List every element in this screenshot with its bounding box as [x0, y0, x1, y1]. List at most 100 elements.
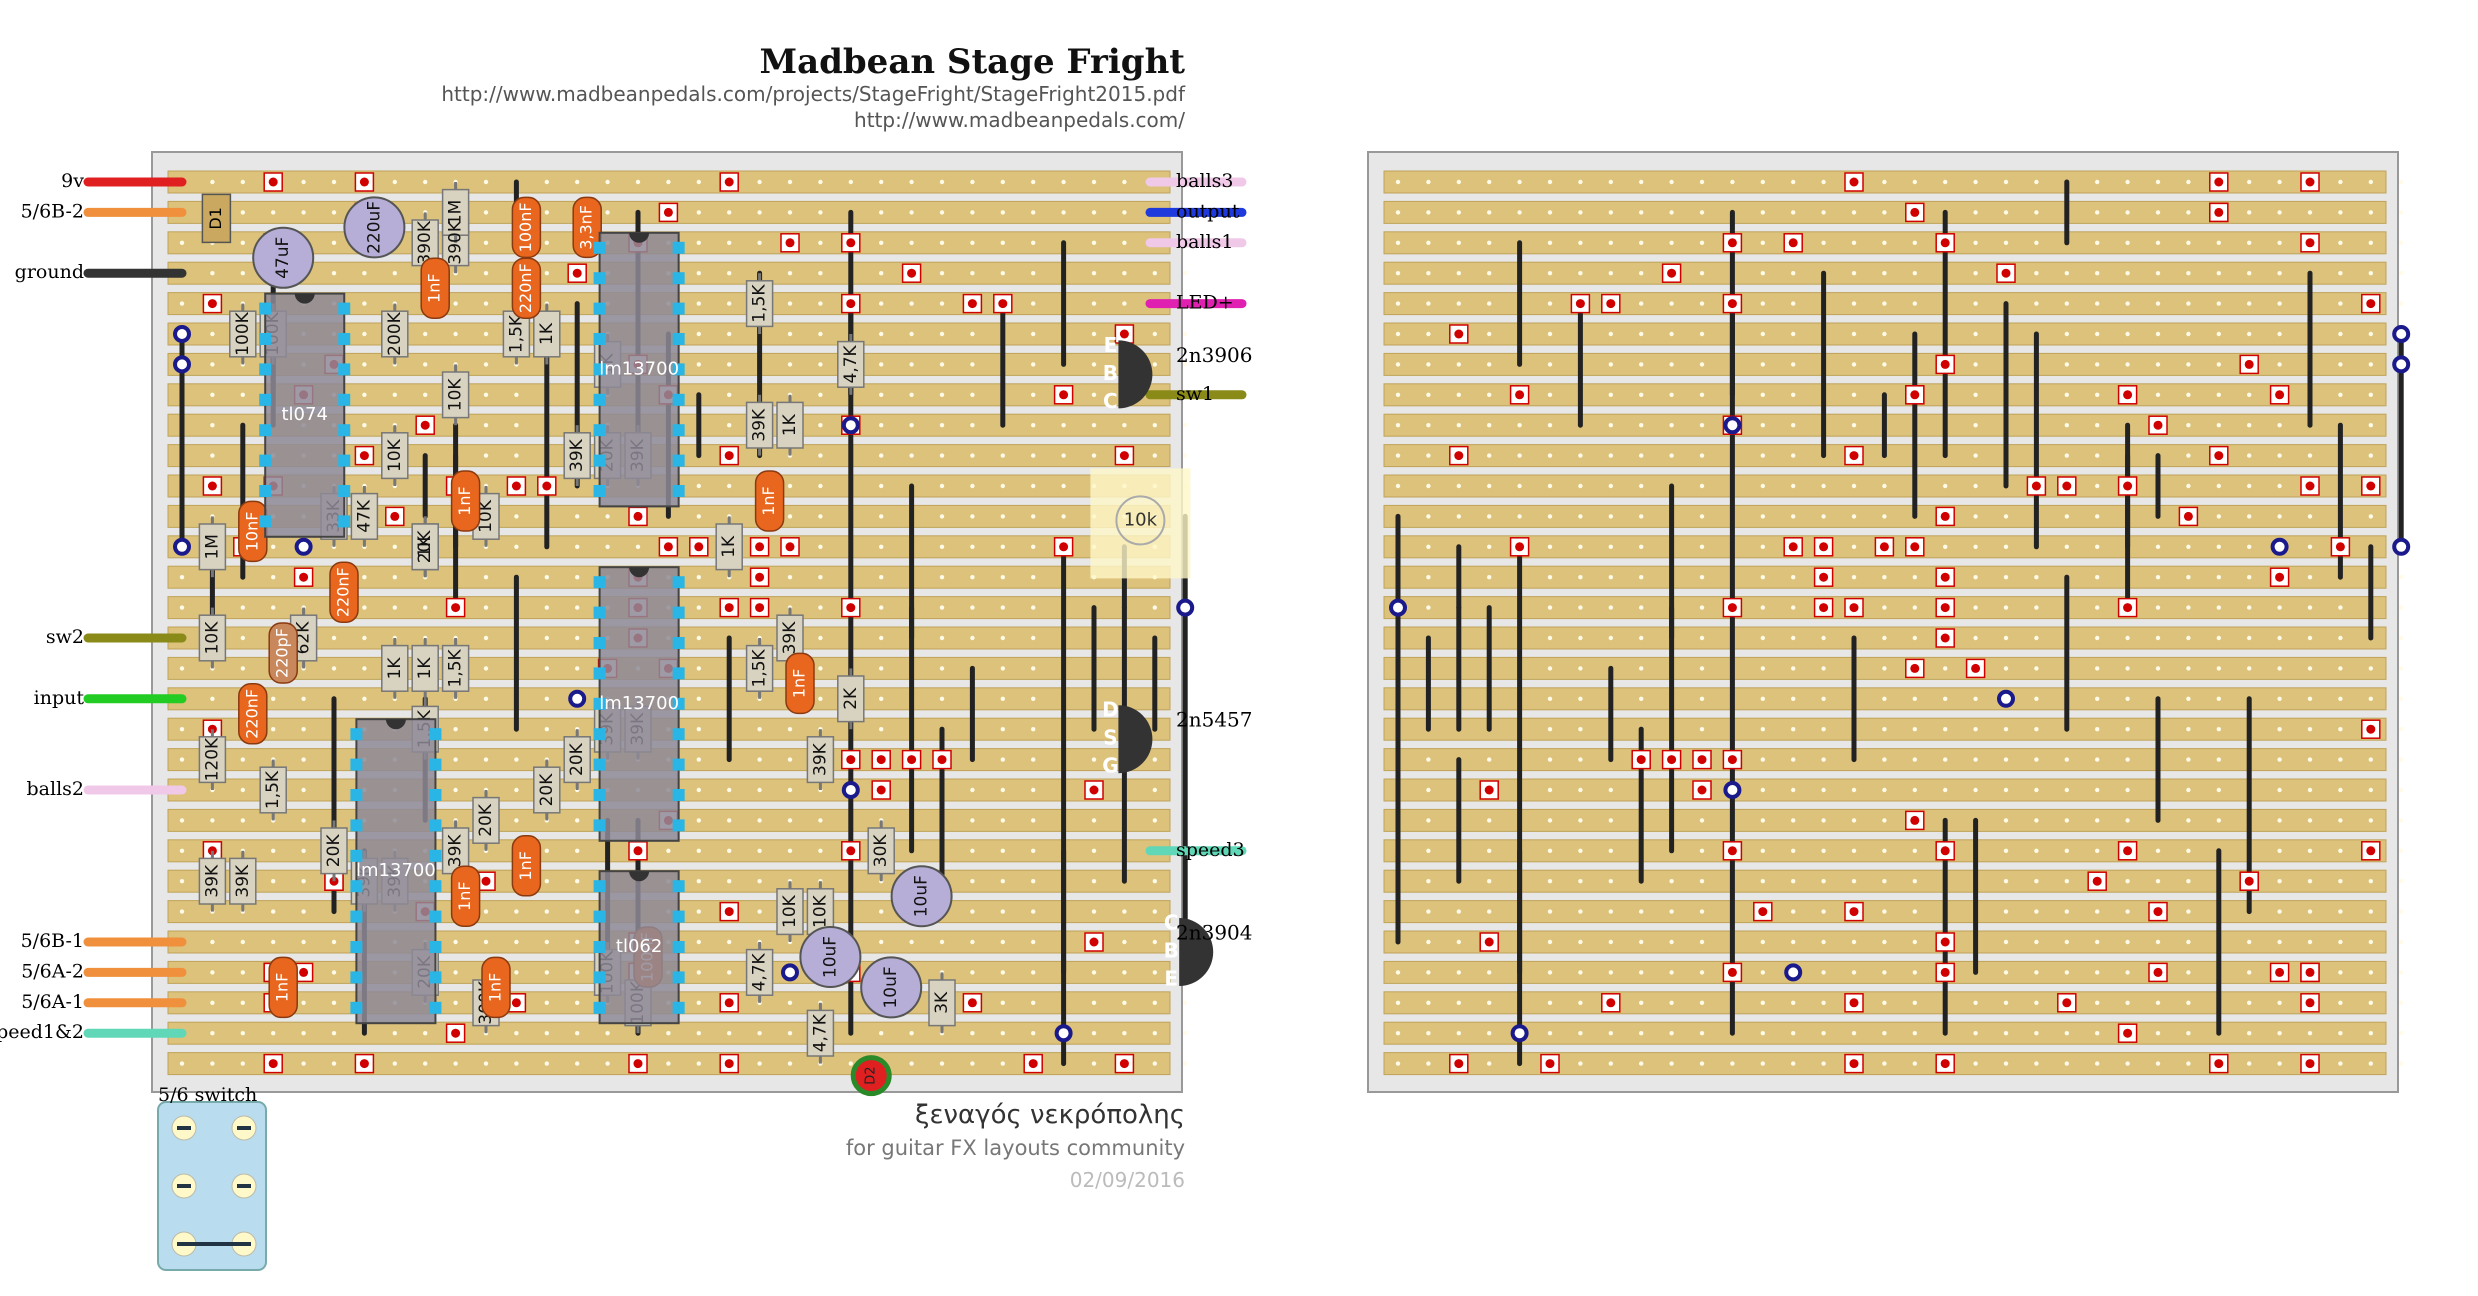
link-end: [1723, 416, 1742, 435]
strip-hole: [1791, 179, 1796, 185]
strip-hole: [575, 575, 580, 580]
strip-hole: [1791, 635, 1796, 641]
strip-hole: [1851, 1031, 1857, 1036]
strip-hole: [970, 939, 975, 945]
strip-hole: [2034, 1000, 2039, 1005]
strip-hole: [2216, 301, 2221, 306]
strip-hole: [2399, 210, 2404, 215]
strip-hole: [2003, 635, 2009, 641]
strip-hole: [970, 423, 975, 428]
wire-label: balls2: [27, 778, 84, 800]
strip-hole: [1000, 544, 1005, 549]
strip-hole: [1639, 666, 1644, 671]
strip-hole: [1608, 544, 1614, 549]
strip-hole: [1091, 392, 1097, 397]
strip-hole: [2216, 362, 2221, 367]
strip-hole: [453, 1000, 458, 1005]
strip-hole: [1578, 696, 1583, 701]
wire-label: 5/6B-2: [21, 200, 84, 222]
strip-hole: [727, 423, 732, 428]
strip-hole: [1821, 483, 1826, 489]
ic-label: tl062: [616, 936, 662, 957]
transistor-pin-label: S: [1103, 726, 1117, 750]
strip-hole: [1000, 210, 1005, 215]
strip-hole: [2064, 879, 2069, 884]
strip-hole: [1791, 1000, 1796, 1005]
strip-hole: [575, 635, 580, 641]
strip-hole: [483, 939, 489, 945]
strip-hole: [1395, 362, 1401, 367]
strip-hole: [2368, 818, 2373, 823]
strip-cut-dot: [2062, 998, 2072, 1008]
strip-hole: [1760, 757, 1766, 762]
strip-hole: [1882, 696, 1887, 701]
resistor: [198, 857, 227, 905]
ic-pin: [593, 667, 606, 680]
strip-hole: [2216, 635, 2221, 641]
strip-hole: [2277, 362, 2282, 367]
strip-hole: [757, 848, 762, 853]
strip-hole: [1973, 210, 1978, 215]
strip-hole: [240, 179, 245, 185]
strip-hole: [1426, 575, 1431, 580]
strip-hole: [1547, 939, 1553, 945]
strip-hole: [271, 210, 276, 215]
ic-pin: [350, 880, 363, 893]
ic-pin: [672, 941, 685, 953]
source-url-pdf[interactable]: http://www.madbeanpedals.com/projects/St…: [441, 82, 1185, 106]
strip-hole: [757, 210, 762, 215]
strip-hole: [1760, 1061, 1766, 1066]
strip-hole: [2064, 301, 2069, 306]
strip-hole: [1882, 727, 1887, 732]
strip-hole: [2125, 1000, 2130, 1005]
strip-hole: [2368, 1061, 2373, 1066]
strip-hole: [1608, 818, 1614, 823]
strip-hole: [1031, 757, 1036, 762]
strip-hole: [179, 575, 185, 580]
strip-hole: [939, 392, 945, 397]
wire-label: ground: [15, 261, 84, 283]
link-end: [1510, 1024, 1529, 1043]
strip-cut-dot: [1940, 572, 1950, 582]
diode-d1: [201, 193, 232, 244]
strip-cut-dot: [1119, 329, 1129, 339]
strip-hole: [939, 696, 945, 701]
strip-hole: [2034, 271, 2039, 276]
strip-hole: [362, 575, 367, 580]
strip-hole: [1882, 240, 1887, 245]
strip-hole: [2338, 301, 2343, 306]
strip-hole: [575, 818, 580, 823]
strip-hole: [1152, 1000, 1158, 1005]
strip-hole: [1395, 1000, 1401, 1005]
capacitor-label: 10nF: [242, 512, 261, 552]
strip-hole: [939, 635, 945, 641]
transistor-body: [1118, 340, 1153, 409]
source-url-site[interactable]: http://www.madbeanpedals.com/: [854, 108, 1185, 132]
strip-hole: [1791, 879, 1796, 884]
strip-hole: [1061, 453, 1066, 458]
transistor-pin-label: C: [1164, 911, 1179, 935]
resistor: [198, 523, 227, 571]
strip-hole: [1973, 787, 1978, 793]
strip-hole: [1152, 1031, 1158, 1036]
strip-hole: [1122, 939, 1127, 945]
strip-hole: [2064, 909, 2069, 914]
strip-hole: [2368, 666, 2373, 671]
strip-hole: [210, 423, 215, 428]
strip-cut-dot: [1606, 998, 1616, 1008]
strip-hole: [544, 970, 549, 975]
strip-hole: [392, 605, 397, 610]
strip-hole: [1973, 362, 1978, 367]
strip-hole: [1699, 423, 1705, 428]
ic-pin: [593, 393, 606, 406]
strip-hole: [2277, 939, 2282, 945]
strip-hole: [939, 301, 945, 306]
link-end: [2270, 537, 2289, 556]
strip-hole: [301, 727, 306, 732]
ic-pin: [259, 302, 272, 315]
strip-hole: [2064, 392, 2069, 397]
strip-cut-dot: [724, 1059, 734, 1069]
strip-hole: [1639, 909, 1644, 914]
strip-cut-dot: [511, 998, 521, 1008]
